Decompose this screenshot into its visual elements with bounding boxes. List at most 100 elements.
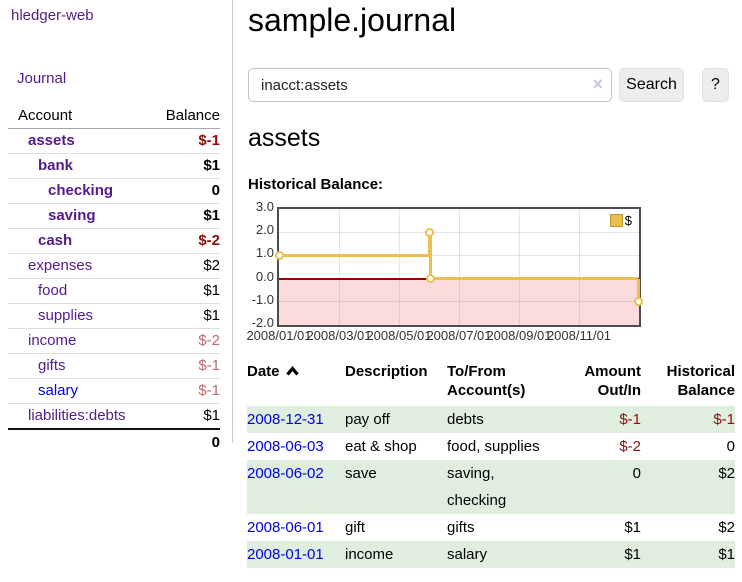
transaction-date-link[interactable]: 2008-06-01	[247, 519, 324, 536]
grid-line-vertical	[398, 209, 400, 325]
account-heading: assets	[248, 124, 321, 152]
accounts-total-row: 0	[8, 428, 220, 455]
column-header-historical[interactable]: Historical Balance	[666, 363, 735, 399]
transaction-date-cell: 2008-06-03	[247, 433, 345, 460]
account-link[interactable]: bank	[38, 157, 74, 174]
accounts-table-header: Account Balance	[8, 104, 220, 129]
grid-line-vertical	[458, 209, 460, 325]
transaction-row: 2008-06-01 gift gifts $1 $2	[247, 514, 735, 541]
account-link[interactable]: saving	[48, 207, 96, 224]
transaction-balance-cell: $-1	[713, 411, 735, 428]
series-line-segment	[636, 278, 640, 302]
accounts-total-value: 0	[211, 434, 220, 451]
x-tick-label: 2008/03/01	[306, 328, 372, 343]
account-balance: 0	[211, 182, 220, 199]
search-button[interactable]: Search	[619, 68, 684, 102]
plot-area: $	[274, 207, 643, 327]
transaction-balance-cell: 0	[726, 438, 735, 455]
register-header-row: Date Description To/From Account(s) Amount …	[247, 358, 735, 406]
transaction-description-cell: pay off	[345, 411, 390, 428]
account-link[interactable]: cash	[38, 232, 73, 249]
account-balance: $1	[203, 282, 220, 299]
grid-line-horizontal	[279, 254, 639, 256]
account-link[interactable]: expenses	[28, 257, 93, 274]
negative-region-fill	[279, 278, 639, 325]
grid-line-vertical	[518, 209, 520, 325]
transaction-amount-cell: $-1	[619, 411, 641, 428]
accounts-header-balance: Balance	[165, 107, 220, 124]
grid-line-horizontal	[279, 231, 639, 233]
search-form: × Search ?	[248, 68, 729, 102]
transaction-date-link[interactable]: 2008-12-31	[247, 411, 324, 428]
transaction-balance-cell: $2	[718, 465, 735, 482]
account-link[interactable]: income	[28, 332, 77, 349]
account-link[interactable]: gifts	[38, 357, 66, 374]
x-tick-label: 2008/09/01	[486, 328, 552, 343]
transaction-accounts-cell: saving, checking	[447, 465, 507, 509]
column-header-amount[interactable]: Amount Out/In	[584, 363, 641, 399]
account-balance: $1	[203, 207, 220, 224]
account-row: income $-2	[8, 329, 220, 354]
account-link[interactable]: salary	[38, 382, 79, 399]
account-link[interactable]: liabilities:debts	[28, 407, 126, 424]
transaction-date-cell: 2008-01-01	[247, 541, 345, 568]
transaction-amount-cell: 0	[632, 465, 641, 482]
data-point-marker	[274, 250, 284, 260]
transaction-accounts-cell: debts	[447, 411, 484, 428]
column-header-date[interactable]: Date	[247, 358, 345, 406]
account-balance: $1	[203, 157, 220, 174]
transaction-accounts-cell: salary	[447, 546, 488, 563]
data-point-marker	[424, 227, 434, 237]
account-link[interactable]: food	[38, 282, 68, 299]
legend-label: $	[624, 213, 632, 228]
transaction-amount-cell: $1	[624, 546, 641, 563]
account-row: assets $-1	[8, 129, 220, 154]
account-balance: $1	[203, 307, 220, 324]
transaction-amount-cell: $-2	[619, 438, 641, 455]
account-link[interactable]: supplies	[38, 307, 94, 324]
transaction-description-cell: eat & shop	[345, 438, 417, 455]
y-tick-label: 0.0	[255, 268, 274, 284]
column-header-description[interactable]: Description	[345, 363, 428, 380]
account-balance: $-1	[198, 132, 220, 149]
account-row: food $1	[8, 279, 220, 304]
transaction-accounts-cell: gifts	[447, 519, 475, 536]
transaction-date-link[interactable]: 2008-01-01	[247, 546, 324, 563]
account-row: liabilities:debts $1	[8, 404, 220, 428]
account-row: gifts $-1	[8, 354, 220, 379]
clear-search-icon[interactable]: ×	[592, 74, 603, 94]
accounts-rows: assets $-1 bank $1 checking 0 saving $1 cash $-2 e…	[8, 129, 220, 428]
transaction-description-cell: save	[345, 465, 377, 482]
app-brand-link[interactable]: hledger-web	[11, 7, 94, 24]
transaction-balance-cell: $2	[718, 519, 735, 536]
grid-line-horizontal	[279, 301, 639, 303]
account-row: cash $-2	[8, 229, 220, 254]
account-link[interactable]: assets	[28, 132, 75, 149]
account-link[interactable]: checking	[48, 182, 114, 199]
search-input[interactable]	[248, 68, 612, 102]
transaction-date-link[interactable]: 2008-06-02	[247, 465, 324, 482]
transaction-description-cell: income	[345, 546, 394, 563]
account-balance: $1	[203, 407, 220, 424]
data-point-marker	[633, 297, 643, 307]
account-row: checking 0	[8, 179, 220, 204]
transaction-amount-cell: $1	[624, 519, 641, 536]
legend-swatch-icon	[609, 214, 623, 227]
chart-title: Historical Balance:	[248, 176, 384, 193]
column-header-tofrom[interactable]: To/From Account(s)	[447, 363, 526, 399]
y-tick-label: 2.0	[255, 222, 274, 238]
accounts-header-account: Account	[18, 107, 73, 124]
register-table: Date Description To/From Account(s) Amount …	[247, 358, 735, 568]
sidebar: hledger-web Journal Account Balance asse…	[0, 0, 233, 451]
transaction-accounts-cell: food, supplies	[447, 438, 540, 455]
y-tick-label: 1.0	[255, 245, 274, 261]
grid-line-vertical	[338, 209, 340, 325]
help-button[interactable]: ?	[702, 68, 729, 102]
accounts-table: Account Balance assets $-1 bank $1 checking 0…	[8, 104, 220, 455]
sidebar-item-journal[interactable]: Journal	[17, 70, 67, 87]
account-row: expenses $2	[8, 254, 220, 279]
transaction-date-link[interactable]: 2008-06-03	[247, 438, 324, 455]
transaction-row: 2008-06-02 save saving, checking 0 $2	[247, 460, 735, 514]
transaction-date-cell: 2008-12-31	[247, 406, 345, 433]
